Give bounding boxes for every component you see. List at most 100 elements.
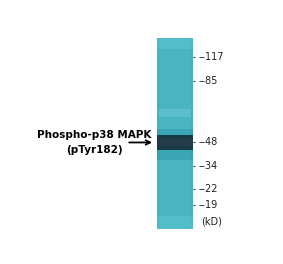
Bar: [157, 195, 193, 197]
Bar: [157, 199, 193, 200]
Bar: [157, 205, 193, 206]
Bar: [157, 46, 193, 47]
Bar: [157, 216, 193, 218]
Bar: [157, 215, 193, 216]
Bar: [157, 224, 193, 226]
Bar: [157, 101, 193, 103]
Bar: [157, 39, 193, 41]
Bar: [157, 81, 193, 82]
Bar: [157, 172, 193, 173]
Bar: [159, 38, 160, 229]
Bar: [157, 211, 193, 213]
Bar: [157, 54, 193, 55]
Bar: [157, 140, 193, 141]
Bar: [157, 138, 193, 140]
Bar: [157, 186, 193, 187]
Bar: [157, 65, 193, 67]
Bar: [157, 161, 193, 162]
Bar: [157, 170, 193, 172]
Bar: [157, 110, 193, 111]
Bar: [157, 79, 193, 81]
Bar: [157, 143, 193, 144]
Text: (pTyr182): (pTyr182): [66, 145, 123, 155]
Bar: [157, 210, 193, 211]
Bar: [157, 135, 193, 136]
Bar: [157, 136, 193, 138]
Bar: [157, 206, 193, 208]
Bar: [157, 168, 193, 170]
Bar: [157, 84, 193, 86]
Text: --85: --85: [199, 77, 218, 87]
Bar: [157, 93, 193, 95]
Bar: [157, 78, 193, 79]
Bar: [158, 38, 159, 229]
Bar: [157, 117, 193, 119]
Bar: [157, 97, 193, 98]
Bar: [157, 95, 193, 97]
Bar: [157, 124, 193, 125]
Bar: [157, 76, 193, 78]
Bar: [157, 38, 193, 39]
Bar: [157, 192, 193, 194]
Bar: [157, 184, 193, 186]
Bar: [160, 38, 161, 229]
Bar: [157, 92, 193, 93]
Bar: [157, 173, 193, 175]
Text: --19: --19: [199, 200, 218, 210]
Bar: [157, 44, 193, 46]
Bar: [157, 146, 193, 148]
Bar: [157, 167, 193, 168]
Bar: [157, 43, 193, 44]
Bar: [190, 38, 191, 229]
Bar: [157, 141, 193, 143]
Bar: [157, 121, 193, 122]
Bar: [157, 127, 193, 129]
Bar: [157, 105, 193, 106]
Bar: [157, 197, 193, 199]
Bar: [157, 157, 193, 159]
Bar: [157, 151, 193, 152]
Bar: [157, 213, 193, 215]
Bar: [159, 109, 191, 117]
Bar: [157, 86, 193, 87]
Bar: [157, 200, 193, 202]
Bar: [157, 221, 193, 223]
Bar: [157, 125, 193, 127]
Bar: [157, 219, 193, 221]
Bar: [192, 38, 193, 229]
Bar: [157, 116, 193, 117]
Bar: [157, 175, 193, 176]
Bar: [157, 194, 193, 195]
Text: --117: --117: [199, 52, 224, 62]
Bar: [157, 71, 193, 73]
Bar: [157, 203, 193, 205]
Bar: [157, 130, 193, 132]
Bar: [157, 108, 193, 110]
Bar: [157, 90, 193, 92]
Text: (kD): (kD): [201, 217, 222, 227]
Bar: [157, 47, 193, 49]
Bar: [157, 135, 193, 150]
Bar: [157, 74, 193, 76]
Bar: [157, 49, 193, 50]
Bar: [157, 226, 193, 227]
Bar: [157, 55, 193, 57]
Bar: [191, 38, 192, 229]
Bar: [157, 159, 193, 161]
Bar: [157, 62, 193, 63]
Bar: [157, 38, 158, 229]
Bar: [157, 73, 193, 74]
Bar: [157, 59, 193, 60]
Bar: [157, 50, 193, 52]
Bar: [157, 87, 193, 89]
Bar: [157, 202, 193, 203]
Bar: [157, 98, 193, 100]
Text: --22: --22: [199, 184, 218, 194]
Bar: [157, 41, 193, 43]
Bar: [157, 89, 193, 90]
Bar: [157, 176, 193, 178]
Bar: [157, 106, 193, 108]
Bar: [157, 148, 193, 149]
Bar: [157, 68, 193, 70]
Bar: [157, 111, 193, 113]
